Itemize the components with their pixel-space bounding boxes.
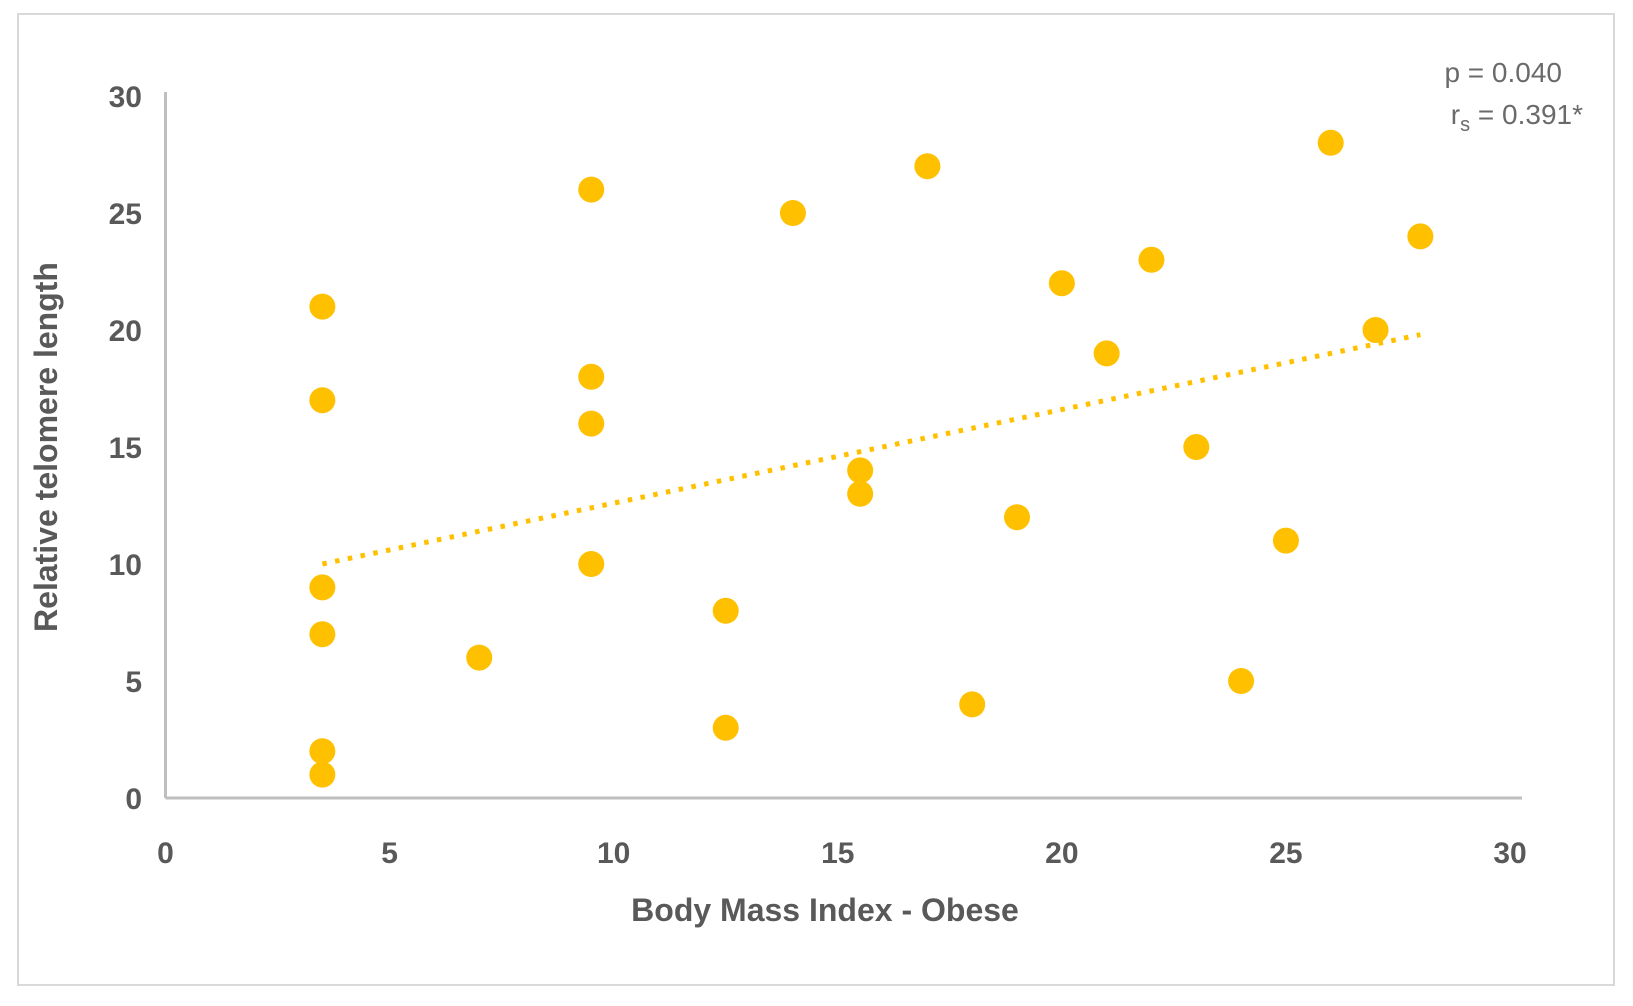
y-tick-label: 0	[125, 783, 142, 816]
data-point[interactable]	[959, 691, 986, 718]
annotation-r-rest: = 0.391*	[1470, 99, 1583, 130]
x-tick-label: 25	[1269, 837, 1302, 870]
data-point[interactable]	[847, 457, 874, 484]
data-points	[309, 129, 1434, 788]
trend-line	[321, 332, 1421, 567]
data-point[interactable]	[914, 153, 941, 180]
data-point[interactable]	[1228, 668, 1255, 694]
data-point[interactable]	[578, 551, 605, 577]
y-axis-tick-labels: 0 5 10 15 20 25 30	[109, 81, 142, 816]
data-point[interactable]	[1272, 527, 1299, 554]
y-tick-label: 30	[109, 81, 142, 114]
data-point[interactable]	[1048, 270, 1075, 297]
data-point[interactable]	[847, 480, 874, 507]
data-point[interactable]	[712, 714, 739, 741]
data-point[interactable]	[1004, 504, 1031, 531]
data-point[interactable]	[309, 621, 336, 648]
axes	[164, 92, 1522, 800]
x-axis-tick-labels: 0 5 10 15 20 25 30	[157, 837, 1527, 870]
x-tick-label: 30	[1493, 837, 1526, 870]
data-point[interactable]	[578, 176, 605, 203]
x-tick-label: 20	[1045, 837, 1078, 870]
y-tick-label: 5	[125, 666, 142, 699]
data-point[interactable]	[578, 363, 605, 390]
data-point[interactable]	[1362, 317, 1389, 343]
data-point[interactable]	[1093, 340, 1120, 367]
y-tick-label: 15	[109, 432, 142, 465]
data-point[interactable]	[578, 410, 605, 437]
data-point[interactable]	[712, 597, 739, 624]
y-tick-label: 25	[109, 198, 142, 231]
annotation-r-base: r	[1451, 99, 1460, 130]
data-point[interactable]	[1317, 129, 1344, 156]
data-point[interactable]	[466, 644, 493, 671]
data-point[interactable]	[309, 574, 336, 601]
x-tick-label: 10	[597, 837, 630, 870]
annotation-p-value: p = 0.040	[1444, 57, 1562, 88]
data-point[interactable]	[1138, 246, 1165, 273]
data-point[interactable]	[1407, 223, 1434, 250]
annotation-r-value: rs = 0.391*	[1451, 99, 1583, 136]
data-point[interactable]	[309, 387, 336, 414]
annotation-r-subscript: s	[1460, 114, 1470, 136]
y-tick-label: 10	[109, 549, 142, 582]
y-axis-title: Relative telomere length	[28, 262, 64, 632]
data-point[interactable]	[779, 200, 806, 226]
x-tick-label: 15	[821, 837, 854, 870]
y-tick-label: 20	[109, 315, 142, 348]
x-tick-label: 5	[381, 837, 398, 870]
data-point[interactable]	[1183, 434, 1210, 460]
x-tick-label: 0	[157, 837, 174, 870]
data-point[interactable]	[309, 761, 336, 788]
chart-border	[17, 13, 1615, 986]
x-axis-title: Body Mass Index - Obese	[631, 892, 1019, 928]
data-point[interactable]	[309, 293, 336, 320]
data-point[interactable]	[309, 738, 336, 765]
